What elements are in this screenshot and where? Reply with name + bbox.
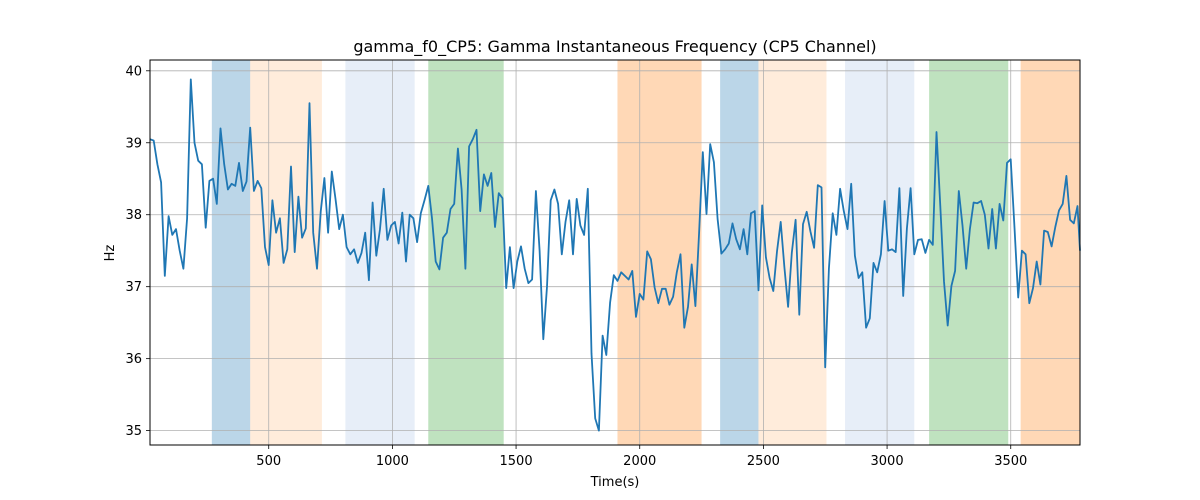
shaded-band-6 (720, 60, 759, 445)
y-axis: 35 36 37 38 39 40 (125, 64, 150, 439)
shaded-band-9 (929, 60, 1009, 445)
series-line-1 (149, 78, 1081, 432)
x-tick-label-1500: 1500 (500, 454, 533, 469)
y-tick-label-37: 37 (125, 280, 142, 295)
y-tick-label-40: 40 (125, 64, 142, 79)
shaded-band-1 (211, 60, 251, 445)
shaded-band-8 (845, 60, 915, 445)
shaded-band-5 (617, 60, 702, 445)
x-tick-label-3000: 3000 (871, 454, 904, 469)
series-group (149, 78, 1081, 432)
x-axis: 500 1000 1500 2000 2500 3000 3500 (256, 445, 1027, 469)
y-axis-label: Hz (103, 245, 118, 262)
x-tick-label-2000: 2000 (623, 454, 656, 469)
x-tick-label-2500: 2500 (747, 454, 780, 469)
x-axis-label: Time(s) (590, 475, 640, 490)
x-tick-label-1000: 1000 (376, 454, 409, 469)
chart-title: gamma_f0_CP5: Gamma Instantaneous Freque… (353, 37, 876, 57)
shaded-band-10 (1020, 60, 1080, 445)
y-tick-label-39: 39 (125, 136, 142, 151)
y-tick-label-35: 35 (125, 424, 142, 439)
plot-frame (149, 59, 1081, 446)
x-tick-label-3500: 3500 (994, 454, 1027, 469)
y-tick-label-38: 38 (125, 208, 142, 223)
shaded-band-3 (345, 60, 415, 445)
y-tick-label-36: 36 (125, 352, 142, 367)
x-tick-label-500: 500 (256, 454, 281, 469)
